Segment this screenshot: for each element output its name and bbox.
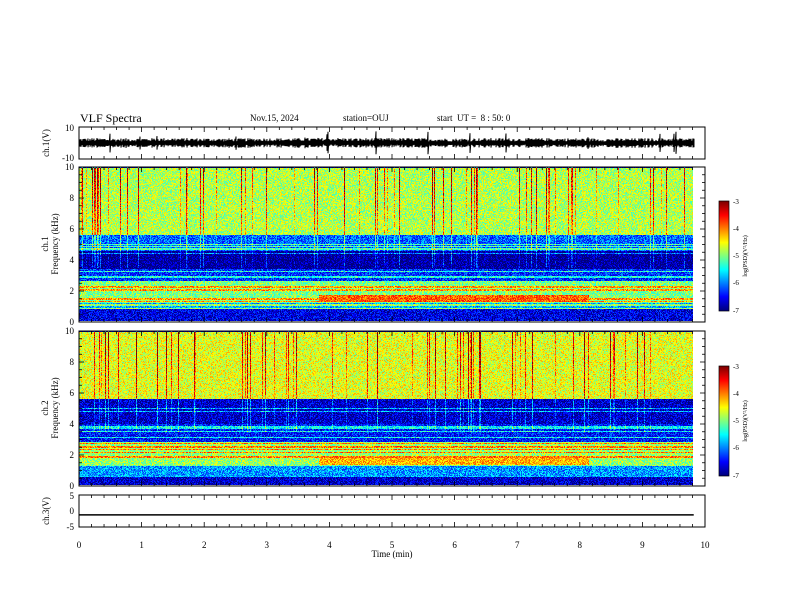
ch2-colorbar [719,366,729,476]
ch2-ytick: 4 [70,419,75,429]
x-tick-label: 4 [327,540,332,550]
ch2-colorbar-ticks: -3 -4 -5 -6 -7 [733,363,739,480]
ch1-colorbar-ticks: -3 -4 -5 -6 -7 [733,198,739,315]
station-label: station=OUJ [343,113,389,123]
ch1-colorbar [719,201,729,311]
ch1-ytick-top: 10 [65,123,75,133]
cb2-tick: -6 [733,444,739,452]
ch2-ytick: 10 [65,326,75,336]
cb2-tick: -3 [733,363,739,371]
x-tick-label: 9 [640,540,645,550]
x-tick-label: 8 [578,540,583,550]
ch1-ytick: 8 [70,193,75,203]
x-tick-label: 2 [202,540,207,550]
x-tick-label: 6 [452,540,457,550]
ch2-spectrogram-frame [78,330,706,487]
ch1-channel-label: ch.1 [40,236,50,251]
ch3-waveform-ylabel: ch.3(V) [41,497,51,525]
ch1-ytick: 10 [65,162,75,172]
cb2-tick: -5 [733,417,739,425]
ch1-ytick: 6 [70,224,75,234]
ch1-colorbar-frame [718,200,730,312]
x-tick-label: 3 [265,540,270,550]
cb1-tick: -6 [733,279,739,287]
ch3-ytick-bottom: -5 [67,522,75,532]
ch1-colorbar-label: log(PSD)(V²/Hz) [742,235,749,276]
ch2-colorbar-label: log(PSD)(V²/Hz) [742,400,749,441]
cb2-tick: -7 [733,472,739,480]
x-tick-label: 5 [390,540,395,550]
ch1-frequency-ylabel: Frequency (kHz) [50,213,60,274]
ch1-spectrogram-frame [78,166,706,323]
date-label: Nov.15, 2024 [250,113,299,123]
ch2-channel-label: ch.2 [40,400,50,415]
ch1-waveform-ylabel: ch.1(V) [41,129,51,157]
x-tick-label: 1 [139,540,144,550]
x-tick-label: 10 [701,540,711,550]
cb1-tick: -7 [733,307,739,315]
ch1-ytick-bottom: -10 [62,153,74,163]
ch2-ytick: 6 [70,388,75,398]
ch2-spec-yticks: 0 2 4 6 8 10 [65,326,75,491]
x-tick-label: 7 [515,540,520,550]
ch3-ytick-top: 5 [70,491,75,501]
ch1-spectrogram [79,167,693,321]
ch2-frequency-ylabel: Frequency (kHz) [50,377,60,438]
ch2-spectrogram [79,331,693,485]
cb1-tick: -5 [733,252,739,260]
cb1-tick: -3 [733,198,739,206]
ch1-waveform-line [78,131,695,155]
plot-title: VLF Spectra [80,111,142,125]
ch1-spec-yticks: 0 2 4 6 8 10 [65,162,75,327]
ch2-ytick: 0 [70,481,75,491]
start-time-label: start UT = 8 : 50: 0 [437,113,511,123]
ch2-colorbar-frame [718,365,730,477]
ch2-ytick: 8 [70,357,75,367]
x-tick-labels: 0 1 2 3 4 5 6 7 8 9 10 [77,540,710,550]
ch1-ytick: 4 [70,255,75,265]
x-tick-label: 0 [77,540,82,550]
cb2-tick: -4 [733,390,739,398]
axis-ticks [78,127,706,527]
x-axis-label: Time (min) [372,549,413,559]
ch1-ytick: 2 [70,286,75,296]
ch2-ytick: 2 [70,450,75,460]
ch3-ytick-mid: 0 [70,506,75,516]
ch1-ytick: 0 [70,317,75,327]
cb1-tick: -4 [733,225,739,233]
